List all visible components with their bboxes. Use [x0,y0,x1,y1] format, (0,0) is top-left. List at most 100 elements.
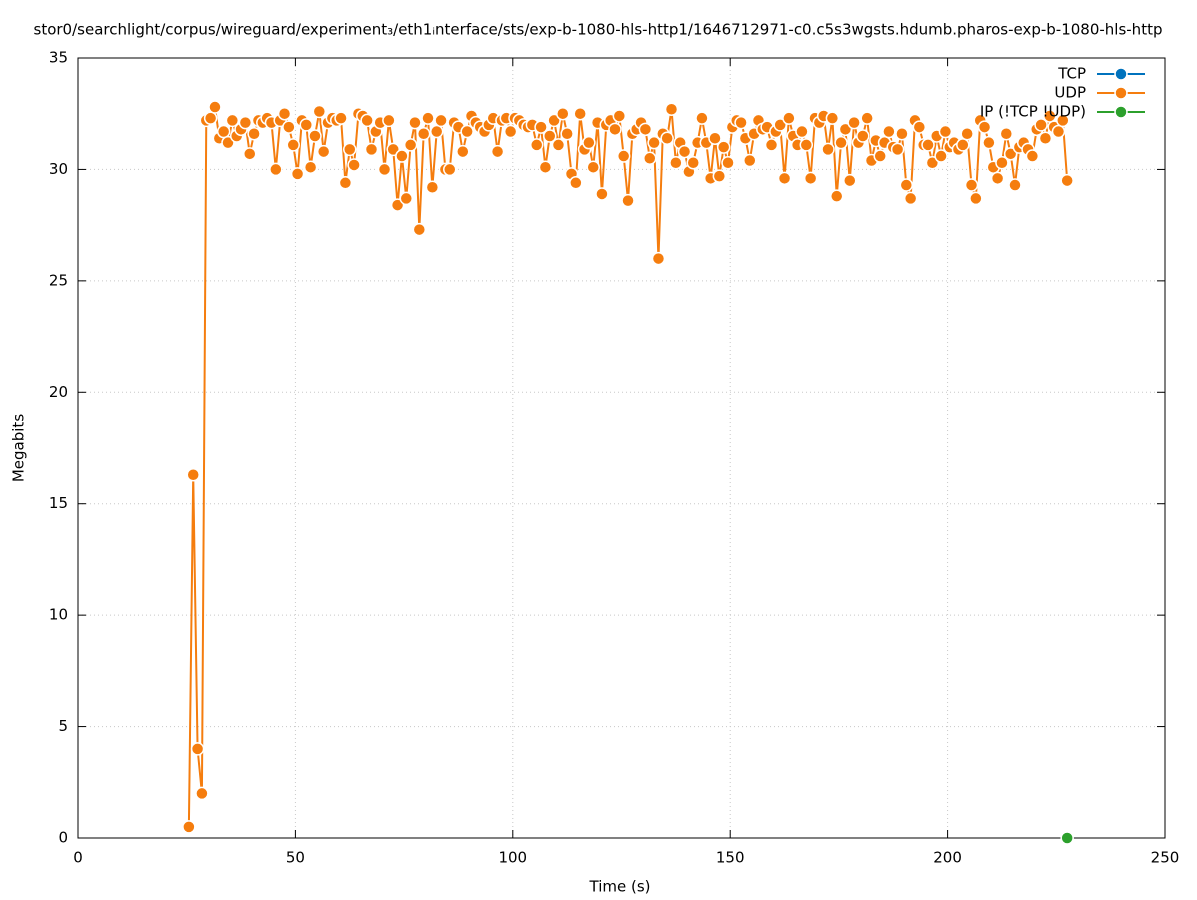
data-point [186,467,200,482]
data-point [308,129,322,143]
data-point [338,176,353,190]
legend-marker [1114,67,1128,81]
x-axis-label: Time (s) [589,878,651,896]
data-point [1038,131,1053,145]
data-point [821,142,835,157]
data-point [1056,113,1070,128]
data-point [543,129,557,143]
data-point [216,124,231,139]
data-point [612,109,627,123]
data-point [347,158,361,172]
y-tick-label: 30 [49,160,68,178]
data-point [569,176,583,190]
data-point [434,113,448,128]
data-point [242,147,257,161]
data-point [716,140,731,154]
data-point [412,222,427,237]
data-point [586,160,600,174]
data-point [334,111,348,125]
data-point [873,149,887,163]
data-point [290,167,305,181]
data-point [643,151,657,166]
y-tick-label: 35 [49,49,68,67]
data-point [856,129,870,143]
data-point [734,115,748,130]
data-point [364,142,379,157]
y-axis-label: Megabits [10,414,28,482]
x-tick-label: 50 [286,849,305,867]
data-point [934,149,948,163]
data-point [712,169,727,183]
data-point [899,178,914,192]
series-line [187,103,1069,827]
data-point [843,173,857,188]
data-point [303,160,318,174]
data-point [956,138,970,152]
data-point [443,162,457,177]
y-tick-label: 20 [49,383,68,401]
data-point [221,135,235,150]
data-point [860,111,874,125]
data-point [838,122,853,137]
data-point [803,171,818,186]
data-point [547,113,561,128]
data-point [208,100,222,114]
legend-label: TCP [1057,65,1086,83]
data-point [425,180,440,195]
data-point [695,111,709,125]
data-point [343,142,357,157]
data-point [582,135,596,150]
data-point [669,155,683,170]
data-point [999,127,1014,141]
data-point [912,120,927,134]
data-point [621,193,635,208]
y-tick-label: 15 [49,494,68,512]
data-point [382,113,396,128]
data-point [556,106,570,121]
data-point [390,198,405,212]
x-tick-label: 200 [933,849,962,867]
data-point [538,160,553,174]
data-point [595,187,609,201]
x-tick-label: 250 [1151,849,1180,867]
data-point [782,111,796,125]
data-point [1025,149,1040,163]
data-point [1060,831,1074,845]
data-point [316,144,331,159]
data-point [882,124,896,139]
data-point [1034,118,1048,132]
data-point [638,122,653,137]
data-point [395,149,409,163]
data-point [647,135,661,150]
data-point [490,144,505,159]
data-point [286,138,300,152]
data-point [1003,147,1018,161]
y-tick-label: 25 [49,271,68,289]
legend-label: IP (!TCP !UDP) [980,103,1086,121]
data-point [890,142,905,157]
data-point [299,118,314,132]
data-point [190,742,205,756]
data-point [829,189,844,203]
data-point [460,124,474,139]
chart-title: stor0/searchlight/corpus/wireguard/exper… [34,21,1163,39]
data-point [764,138,779,152]
data-point [203,111,218,125]
data-point [660,131,674,145]
data-point [529,138,544,152]
y-tick-label: 0 [58,829,68,847]
data-point [360,113,374,128]
data-point [847,115,861,130]
data-point [938,124,953,139]
data-point [743,153,757,168]
data-point [1060,173,1074,188]
data-point [834,135,848,150]
data-point [686,155,700,170]
data-point [247,127,261,141]
data-point [969,191,983,206]
data-point [1008,178,1022,192]
data-point [429,124,444,139]
data-point [921,138,935,152]
data-point [664,102,679,117]
